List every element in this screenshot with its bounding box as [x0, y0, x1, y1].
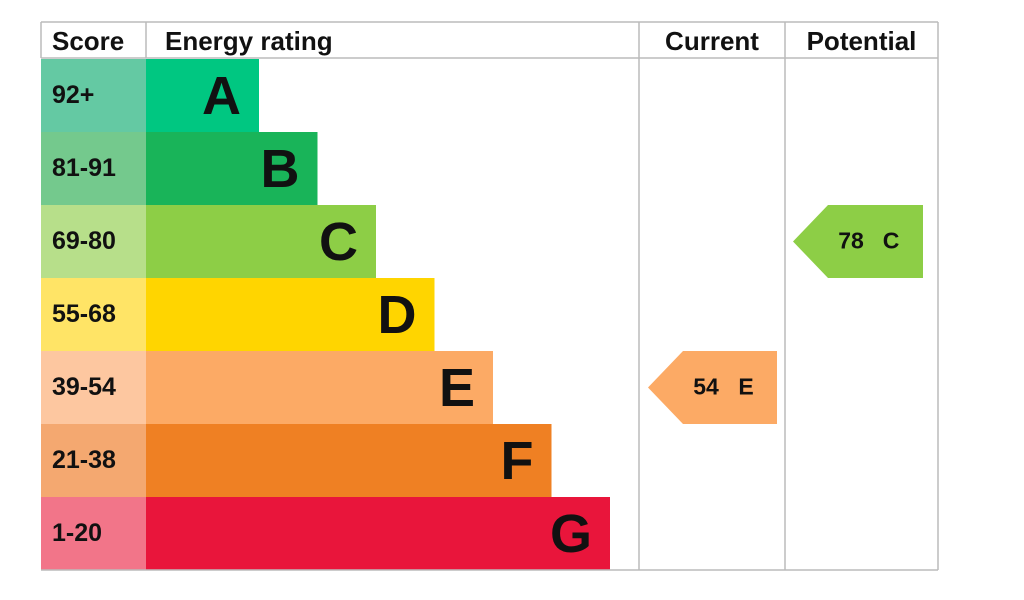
header-score: Score — [52, 26, 124, 56]
rating-bar — [146, 424, 552, 497]
header-rating: Energy rating — [165, 26, 333, 56]
score-label: 81-91 — [52, 154, 116, 182]
score-label: 55-68 — [52, 300, 116, 328]
rating-value-letter: E — [738, 374, 753, 400]
score-cell — [41, 351, 146, 424]
score-label: 1-20 — [52, 519, 102, 547]
rating-bar — [146, 497, 610, 570]
score-cell — [41, 424, 146, 497]
score-label: 69-80 — [52, 227, 116, 255]
rating-letter: G — [550, 504, 592, 564]
score-cell — [41, 278, 146, 351]
score-cell — [41, 205, 146, 278]
rating-value-letter: C — [883, 228, 900, 254]
rating-arrow — [793, 205, 923, 278]
header-current: Current — [665, 26, 759, 56]
rating-value: 78 — [838, 228, 864, 254]
rating-letter: A — [202, 66, 241, 126]
rating-value: 54 — [693, 374, 719, 400]
rating-arrow — [648, 351, 777, 424]
rating-letter: B — [261, 139, 300, 199]
rating-letter: D — [378, 285, 417, 345]
rating-bar — [146, 59, 259, 132]
score-cell — [41, 497, 146, 570]
rating-letter: C — [319, 212, 358, 272]
rating-bar — [146, 351, 493, 424]
rating-bar — [146, 278, 435, 351]
score-cell — [41, 132, 146, 205]
score-label: 92+ — [52, 81, 94, 109]
score-cell — [41, 59, 146, 132]
header-potential: Potential — [807, 26, 917, 56]
score-label: 39-54 — [52, 373, 116, 401]
rating-bar — [146, 205, 376, 278]
rating-bar — [146, 132, 318, 205]
score-label: 21-38 — [52, 446, 116, 474]
rating-letter: E — [439, 358, 475, 418]
rating-letter: F — [501, 431, 534, 491]
